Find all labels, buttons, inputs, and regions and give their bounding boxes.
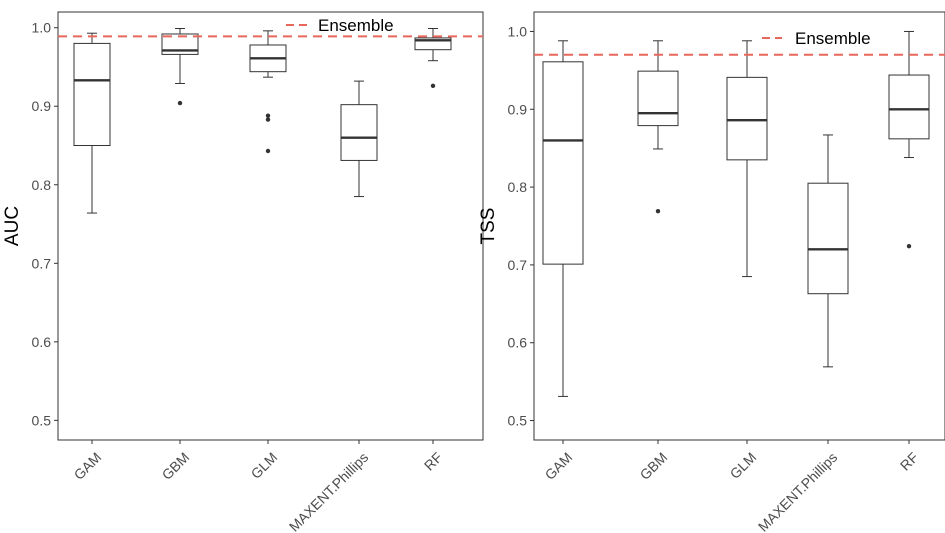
y-tick-label: 0.8 bbox=[508, 179, 528, 195]
legend-label: Ensemble bbox=[318, 16, 394, 35]
iqr-box bbox=[73, 42, 111, 147]
outlier-point bbox=[430, 83, 436, 89]
legend-label: Ensemble bbox=[795, 29, 871, 48]
y-tick-label: 1.0 bbox=[32, 20, 52, 36]
outlier-point bbox=[177, 100, 183, 106]
auc-panel: 0.5 0.6 0.7 0.8 0.9 1.0 AUC GAM GBM GLM MAXENT.Phi… bbox=[2, 11, 484, 533]
iqr-box bbox=[807, 182, 849, 295]
y-tick-label: 0.8 bbox=[32, 177, 52, 193]
y-tick-label: 0.6 bbox=[32, 334, 52, 350]
box-maxent-phillips bbox=[807, 134, 849, 368]
x-tick-label: MAXENT.Phillips bbox=[286, 449, 372, 533]
y-tick-label: 0.9 bbox=[508, 101, 528, 117]
box-gbm bbox=[161, 27, 199, 106]
y-axis-title: AUC bbox=[2, 206, 23, 246]
x-tick-label: GAM bbox=[71, 449, 105, 483]
y-tick-label: 1.0 bbox=[508, 23, 528, 39]
x-tick-label: RF bbox=[421, 449, 446, 474]
y-tick-label: 0.6 bbox=[508, 335, 528, 351]
x-tick-label: MAXENT.Phillips bbox=[755, 449, 841, 533]
box-rf bbox=[888, 30, 930, 249]
iqr-box bbox=[637, 70, 679, 127]
x-tick-label: GBM bbox=[637, 449, 671, 483]
iqr-box bbox=[888, 74, 930, 140]
iqr-box bbox=[340, 104, 378, 161]
y-tick-label: 0.5 bbox=[32, 412, 52, 428]
outlier-point bbox=[655, 209, 661, 214]
box-glm bbox=[726, 40, 768, 278]
iqr-box bbox=[726, 76, 768, 161]
plot-frame bbox=[533, 11, 945, 441]
outlier-point bbox=[906, 244, 912, 249]
box-gbm bbox=[637, 40, 679, 214]
box-maxent-phillips bbox=[340, 80, 378, 198]
iqr-box bbox=[542, 61, 584, 265]
outlier-point bbox=[265, 148, 271, 154]
box-gam bbox=[73, 32, 111, 214]
outlier-point bbox=[265, 113, 271, 118]
x-tick-label: GAM bbox=[542, 449, 576, 483]
x-tick-label: RF bbox=[897, 449, 922, 474]
y-tick-label: 0.5 bbox=[508, 413, 528, 429]
x-tick-label: GLM bbox=[727, 449, 760, 482]
x-tick-label: GLM bbox=[248, 449, 281, 482]
box-rf bbox=[414, 27, 452, 89]
outlier-point bbox=[265, 117, 271, 122]
y-tick-label: 0.7 bbox=[32, 255, 52, 271]
box-glm bbox=[249, 30, 287, 154]
y-tick-label: 0.7 bbox=[508, 257, 528, 273]
y-tick-label: 0.9 bbox=[32, 98, 52, 114]
iqr-box bbox=[414, 37, 452, 51]
tss-panel: 0.5 0.6 0.7 0.8 0.9 1.0 TSS GAM GBM GLMMAXENT.Phi… bbox=[478, 11, 945, 533]
box-gam bbox=[542, 40, 584, 397]
plot-frame bbox=[57, 11, 484, 441]
x-tick-label: GBM bbox=[159, 449, 193, 483]
y-axis-title: TSS bbox=[478, 208, 499, 245]
